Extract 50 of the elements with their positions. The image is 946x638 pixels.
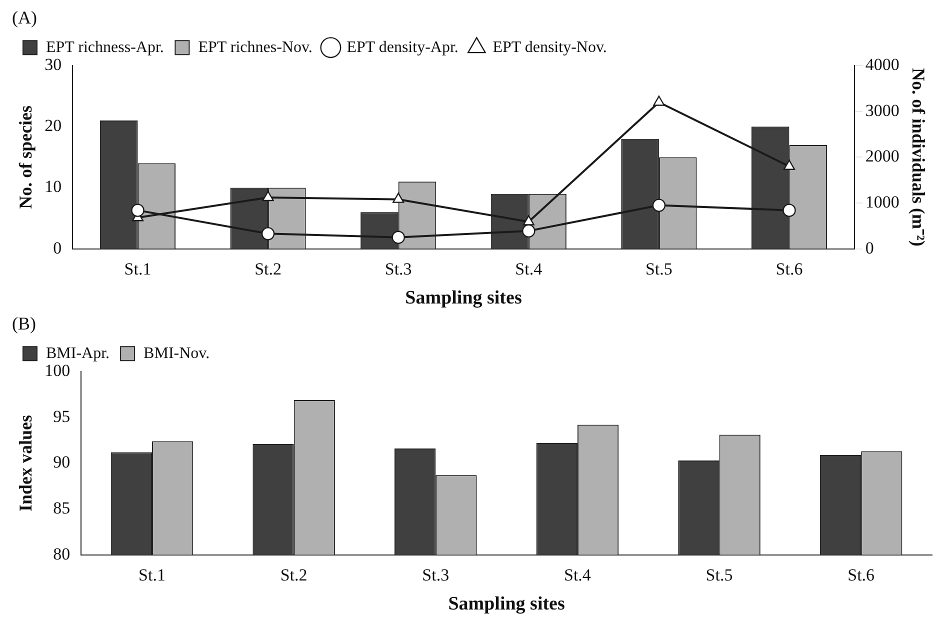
y-tick-label: 80 [53, 544, 70, 564]
x-tick-label: St.4 [515, 259, 543, 278]
point [522, 224, 536, 238]
y-tick-label: 30 [44, 55, 62, 74]
legend-label: EPT density-Apr. [346, 38, 458, 56]
chart-title: (B) [12, 314, 36, 334]
legend-label: BMI-Apr. [46, 344, 110, 362]
y-axis-title: Index values [15, 414, 36, 512]
y-tick-label: 0 [53, 238, 62, 258]
point [522, 215, 534, 226]
point [131, 204, 144, 217]
y2-tick-label: 3000 [865, 100, 900, 120]
x-tick-label: St.2 [280, 565, 308, 584]
y2-tick-label: 4000 [865, 55, 900, 74]
chart-title: (A) [12, 8, 37, 28]
y-tick-label: 85 [53, 498, 70, 518]
y2-tick-label: 2000 [865, 146, 900, 166]
point [392, 192, 404, 203]
x-tick-label: St.6 [848, 565, 875, 584]
y-tick-label: 100 [44, 361, 70, 380]
point [653, 96, 665, 106]
x-tick-label: St.4 [564, 565, 592, 584]
x-tick-label: St.2 [254, 259, 282, 278]
y-axis-title: No. of species [15, 105, 36, 209]
legend-label: BMI-Nov. [144, 344, 210, 362]
y-tick-label: 20 [44, 116, 62, 136]
point [392, 230, 405, 244]
x-tick-label: St.3 [384, 259, 412, 278]
x-tick-label: St.5 [706, 565, 733, 584]
x-tick-label: St.5 [645, 259, 672, 278]
y2-tick-label: 1000 [865, 192, 900, 212]
point [652, 198, 666, 212]
y-tick-label: 90 [53, 452, 70, 472]
x-tick-label: St.6 [776, 259, 803, 278]
legend-label: EPT richnes-Nov. [198, 38, 312, 56]
y2-tick-label: 0 [865, 238, 874, 258]
point [262, 190, 274, 202]
legend-label: EPT density-Nov. [492, 38, 607, 56]
legend-label: EPT richness-Apr. [46, 38, 164, 56]
y-tick-label: 10 [44, 177, 62, 196]
x-tick-label: St.3 [422, 565, 450, 584]
point [783, 160, 796, 170]
y2-axis-title: No. of individuals (m⁻²) [908, 68, 929, 246]
point [782, 204, 796, 217]
x-tick-label: St.1 [138, 565, 166, 584]
x-axis-title: Sampling sites [448, 594, 565, 615]
y-tick-label: 95 [53, 406, 70, 426]
x-tick-label: St.1 [124, 259, 152, 278]
point [261, 227, 275, 240]
x-axis-title: Sampling sites [405, 288, 522, 309]
